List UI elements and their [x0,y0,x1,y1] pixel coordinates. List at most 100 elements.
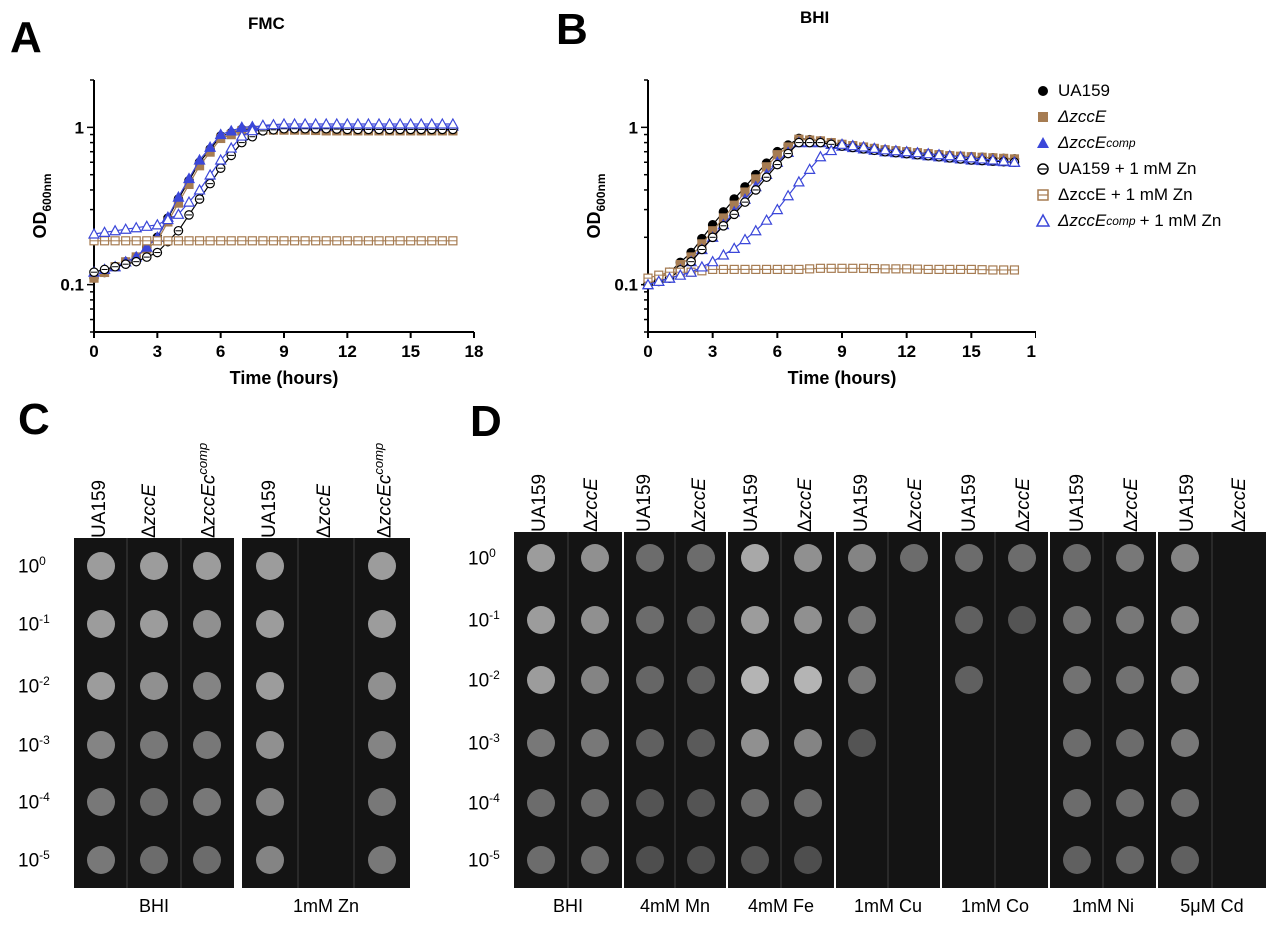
y-tick-label: 0.1 [614,276,638,295]
data-point [404,117,417,129]
data-point [1008,156,1021,167]
dilution-label: 10-3 [18,733,50,757]
colony-spot [581,606,609,634]
data-point [835,138,849,149]
data-point [997,154,1010,166]
colony-spot [1062,666,1091,694]
data-point [214,128,227,140]
legend-item-ua159-zn: UA159 + 1 mM Zn [1032,156,1221,182]
dilution-label: 10-2 [18,674,50,698]
data-point [372,117,386,129]
growth-chart-bhi: 0 3 6 9 12 15 18 0.1 1 Time (hours) OD600nm [584,79,1036,388]
colony-spot [954,666,983,694]
data-point [341,117,354,129]
colony-spot [193,672,222,700]
data-point [760,213,773,225]
data-point [151,218,164,230]
colony-spot [581,789,609,817]
data-point [868,142,881,153]
colony-spot [635,666,664,694]
x-tick-label: 0 [643,342,652,361]
lane-divider [1102,532,1104,888]
y-axis-label: OD600nm [584,173,608,238]
series [89,236,458,246]
colony-spot [368,846,396,874]
colony-spot [1115,666,1144,694]
colony-spot [527,789,555,817]
colony-spot [1007,606,1036,634]
colony-spot [740,666,769,694]
colony-spot [635,606,664,634]
colony-spot [527,666,555,694]
data-point [922,147,935,159]
data-point [415,117,428,129]
lane-divider [780,532,782,888]
colony-spot [1115,544,1144,572]
lane-divider [994,532,996,888]
colony-spot [368,788,396,816]
legend-label: ΔzccE [1058,133,1107,152]
colony-spot [368,672,396,700]
strain-label: ΔzccE [1121,478,1142,532]
colony-spot [581,544,609,572]
colony-spot [1171,666,1199,694]
lane-divider [567,532,569,888]
colony-spot [256,672,284,700]
x-tick-label: 0 [89,342,98,361]
data-point [889,144,902,156]
filled-square-icon [1038,112,1048,122]
lane-divider [1211,532,1213,888]
colony-spot [1171,729,1199,757]
colony-spot [193,610,222,638]
data-point [825,144,838,156]
colony-spot [954,606,983,634]
strain-label: ΔzccE [905,478,926,532]
colony-spot [527,846,555,874]
condition-label: 1mM Co [960,896,1029,916]
colony-spot [793,544,822,572]
colony-spot [686,729,715,757]
colony-spot [1171,846,1199,874]
colony-spot [86,610,115,638]
condition-label: 4mM Mn [639,896,710,916]
data-point [943,149,956,161]
strain-label: UA159 [741,473,762,532]
colony-spot [635,544,664,572]
strain-label: ΔzccE [1013,478,1034,532]
x-tick-label: 3 [708,342,717,361]
colony-spot [86,552,115,580]
data-point [351,117,364,129]
lane-divider [126,538,129,888]
colony-spot [1062,606,1091,634]
data-point [87,227,101,239]
colony-spot [1007,544,1036,572]
colony-spot [1062,846,1091,874]
agar-plate [74,538,234,888]
growth-chart-fmc: 0 3 6 9 12 15 18 0.1 1 Time (hours) OD600nm [30,79,483,388]
data-point [299,117,312,129]
growth-legend: UA159 ΔzccE ΔzccE comp UA159 + 1 mM Zn Δz… [1032,78,1221,234]
colony-spot [686,606,715,634]
strain-label: UA159 [259,479,280,538]
x-tick-label: 15 [401,342,420,361]
y-tick-label: 1 [629,118,638,137]
colony-spot [1062,789,1091,817]
dilution-label: 10-4 [468,791,500,815]
legend-item-zcce-comp-zn: ΔzccE comp + 1 mM Zn [1032,208,1221,234]
colony-spot [581,846,609,874]
colony-spot [581,729,609,757]
dilution-label: 10-3 [468,731,500,755]
colony-spot [527,544,555,572]
dilution-label: 100 [18,554,46,578]
series [87,117,459,239]
dilution-label: 10-2 [468,668,500,692]
strain-label: UA159 [634,473,655,532]
colony-spot [256,610,284,638]
condition-label: 5μM Cd [1180,896,1244,916]
colony-spot [740,606,769,634]
x-tick-label: 9 [837,342,846,361]
data-point [685,265,698,277]
colony-spot [686,789,715,817]
colony-spot [848,666,876,694]
legend-label: ΔzccE [1058,107,1107,126]
